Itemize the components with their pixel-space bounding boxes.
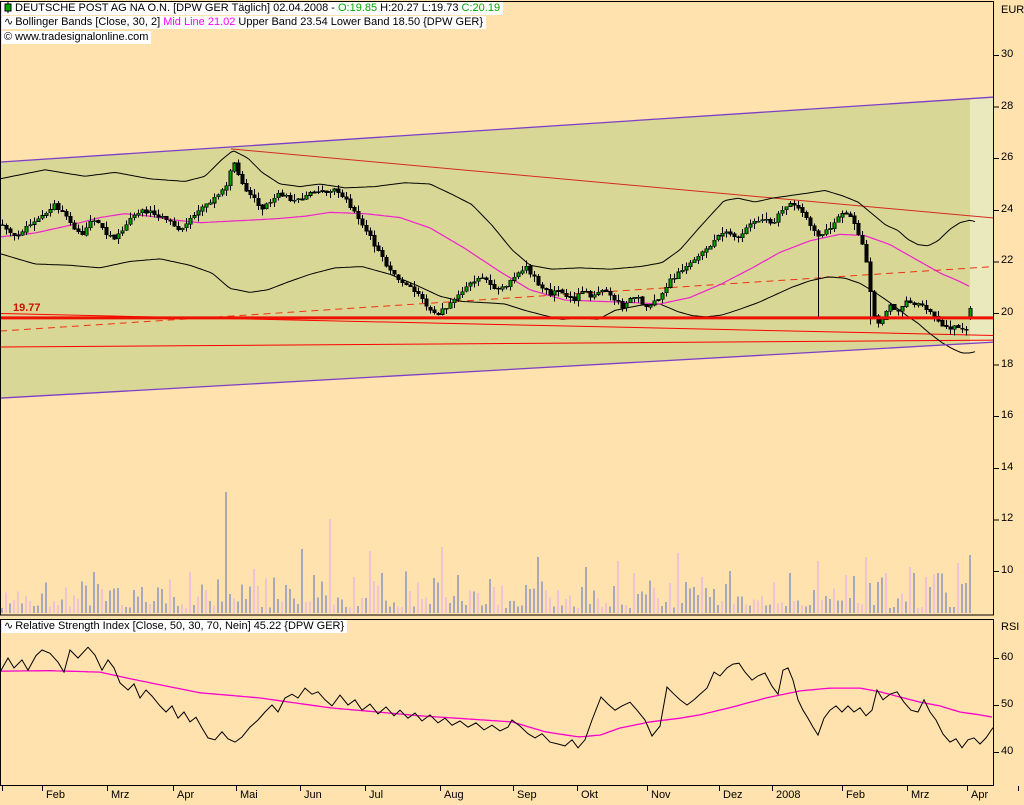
rsi-panel-border <box>0 619 994 786</box>
month-label-aug: Aug <box>444 789 464 801</box>
price-tick-16: 16 <box>1001 409 1014 422</box>
price-tick-28: 28 <box>1001 99 1014 112</box>
price-level-label: 19.77 <box>13 302 41 314</box>
price-tick-24: 24 <box>1001 202 1014 215</box>
header-text-segment: H:20.27 L:19.73 <box>377 2 462 14</box>
month-label-2008: 2008 <box>776 789 801 801</box>
header-text-segment: DEUTSCHE POST AG NA O.N. [DPW GER Täglic… <box>15 2 338 14</box>
price-tick-26: 26 <box>1001 151 1014 164</box>
price-tick-10: 10 <box>1001 564 1014 576</box>
month-label-dez: Dez <box>723 789 743 801</box>
header-text-segment: Bollinger Bands [Close, 30, 2] <box>15 16 164 28</box>
rsi-ma-line <box>1 670 993 738</box>
channel-lower-line[interactable] <box>0 341 994 399</box>
month-label-nov: Nov <box>651 789 671 801</box>
rsi-axis-unit: RSI <box>1001 621 1020 633</box>
instrument-title-text: DEUTSCHE POST AG NA O.N. [DPW GER Täglic… <box>15 2 500 14</box>
watermark-text: © www.tradesignalonline.com <box>4 31 149 43</box>
future-area-strip <box>970 97 994 344</box>
header-text-segment: Relative Strength Index [Close, 50, 30, … <box>15 620 345 632</box>
volume-bars <box>1 492 971 613</box>
bollinger-lower-band <box>1 253 976 354</box>
regression-channel-fill <box>1 97 994 399</box>
header-text-segment: C:20.19 <box>461 2 501 14</box>
drawn-line-downtrend[interactable] <box>230 148 994 219</box>
indicator-wave-icon: ∿ <box>4 620 14 632</box>
instrument-header: DEUTSCHE POST AG NA O.N. [DPW GER Täglic… <box>2 2 504 15</box>
month-label-jul: Jul <box>369 789 384 801</box>
month-label-apr: Apr <box>971 789 989 801</box>
indicator-wave-icon: ∿ <box>4 16 14 28</box>
candlestick-series <box>1 159 973 336</box>
month-label-jun: Jun <box>304 789 322 801</box>
month-label-apr: Apr <box>177 789 195 801</box>
month-label-feb: Feb <box>46 789 65 801</box>
bollinger-header-text: Bollinger Bands [Close, 30, 2] Mid Line … <box>15 16 483 28</box>
main-price-panel[interactable] <box>0 96 994 613</box>
rsi-header-text: Relative Strength Index [Close, 50, 30, … <box>15 620 344 632</box>
bollinger-mid-line <box>1 211 970 305</box>
rsi-line <box>1 646 994 749</box>
month-label-mrz: Mrz <box>111 789 130 801</box>
rsi-tick-60: 60 <box>1001 651 1014 663</box>
drawn-line-support-lower[interactable] <box>0 339 994 348</box>
month-label-mai: Mai <box>240 789 258 801</box>
rsi-header: ∿ Relative Strength Index [Close, 50, 30,… <box>2 620 348 633</box>
price-tick-18: 18 <box>1001 357 1014 370</box>
rsi-tick-40: 40 <box>1001 745 1014 757</box>
price-tick-12: 12 <box>1001 512 1014 525</box>
price-tick-22: 22 <box>1001 254 1014 267</box>
watermark: © www.tradesignalonline.com <box>2 31 152 44</box>
month-label-feb: Feb <box>846 789 865 801</box>
main-panel-border <box>0 1 994 616</box>
month-label-mrz: Mrz <box>911 789 930 801</box>
candlestick-series-icon <box>4 2 12 13</box>
month-label-sep: Sep <box>517 789 537 801</box>
header-text-segment: Upper Band 23.54 Lower Band 18.50 {DPW G… <box>235 16 484 28</box>
price-tick-20: 20 <box>1001 306 1014 318</box>
bollinger-header: ∿ Bollinger Bands [Close, 30, 2] Mid Line… <box>2 16 487 29</box>
price-tick-30: 30 <box>1001 48 1014 60</box>
rsi-panel[interactable] <box>0 646 994 749</box>
price-axis-unit: EUR <box>1001 4 1024 16</box>
bollinger-upper-band <box>1 150 976 270</box>
month-label-okt: Okt <box>581 789 599 801</box>
rsi-tick-50: 50 <box>1001 698 1014 710</box>
header-text-segment: Mid Line 21.02 <box>163 16 236 28</box>
price-tick-14: 14 <box>1001 460 1014 473</box>
axis-ticks <box>2 55 1019 791</box>
channel-upper-line[interactable] <box>0 96 994 163</box>
header-text-segment: O:19.85 <box>337 2 378 14</box>
